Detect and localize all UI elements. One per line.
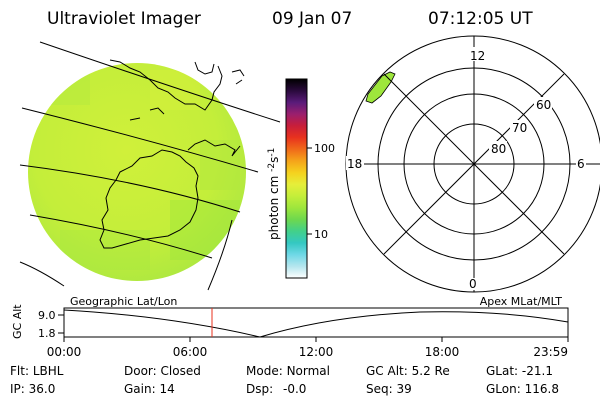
polar-label-bg [576,156,586,170]
polar-label-bg [489,141,507,155]
colorbar: 100 10 photon cm -2s-1 [267,78,335,279]
colorbar-scale [285,78,308,279]
timeline-frame [63,307,569,338]
timeline-tick-0000: 00:00 [47,345,82,359]
coastline-newguinea [187,139,241,157]
latitude-line [29,214,213,259]
instrument-title: Ultraviolet Imager [47,9,201,29]
image-date: 09 Jan 07 [272,9,352,29]
polar-mlt-6: 6 [577,157,585,171]
polar-label-bg [510,120,528,134]
polar-mlt-18: 18 [347,157,362,171]
polar-mlt-12: 12 [470,49,485,63]
status-flt: Flt: LBHL [10,364,64,378]
latitude-lines [19,41,281,291]
status-block: Flt: LBHL IP: 36.0 Door: Closed Gain: 14… [10,364,559,396]
status-ip: IP: 36.0 [10,382,55,396]
coastline-islands-east [231,69,245,85]
latitude-line [19,261,65,287]
timeline-x-ticks [63,337,569,342]
coastline-asia [109,59,223,111]
polar-label-bg [534,97,552,111]
polar-dial: 12 0 18 6 60 70 80 [345,35,600,293]
status-seq: Seq: 39 [366,382,412,396]
polar-mlt-0: 0 [469,277,477,291]
earth-image [19,41,281,291]
latitude-line [19,164,241,213]
coastline-indonesia [129,107,165,121]
image-time: 07:12:05 UT [428,9,533,29]
coastline-islands [194,61,215,75]
timeline-tick-1200: 12:00 [299,345,334,359]
timeline-tick-2359: 23:59 [533,345,568,359]
colorbar-label-10: 10 [314,228,328,241]
timeline-label-geographic: Geographic Lat/Lon [70,295,177,308]
status-mode: Mode: Normal [246,364,330,378]
longitude-line [207,219,233,291]
status-door: Door: Closed [124,364,201,378]
coastline-australia [99,149,199,249]
status-glon: GLon: 116.8 [486,382,559,396]
polar-label-bg [468,278,478,290]
aurora-emission-blob [365,71,396,104]
polar-label-bg [467,47,485,61]
timeline-label-apex: Apex MLat/MLT [480,295,563,308]
polar-lat-70: 70 [512,121,527,135]
polar-lat-80: 80 [491,142,506,156]
coastlines [99,59,245,249]
colorbar-label-100: 100 [314,142,335,155]
timeline-axis-title: GC Alt [11,304,24,339]
altitude-timeline: Geographic Lat/Lon Apex MLat/MLT 9.0 1.8… [11,295,569,359]
timeline-tick-0600: 06:00 [173,345,208,359]
colorbar-unit-label: photon cm -2s-1 [267,148,281,240]
status-dsp: Dsp: -0.0 [246,382,306,396]
status-gc-alt: GC Alt: 5.2 Re [366,364,450,378]
timeline-y-max: 9.0 [38,309,56,322]
latitude-line [39,41,281,123]
latitude-line [21,107,259,173]
status-gain: Gain: 14 [124,382,175,396]
altitude-curve [63,309,569,338]
status-glat: GLat: -21.1 [486,364,553,378]
polar-label-bg [346,156,364,170]
polar-lat-60: 60 [536,98,551,112]
timeline-tick-1800: 18:00 [425,345,460,359]
earth-disk [28,63,246,281]
timeline-y-min: 1.8 [38,327,56,340]
